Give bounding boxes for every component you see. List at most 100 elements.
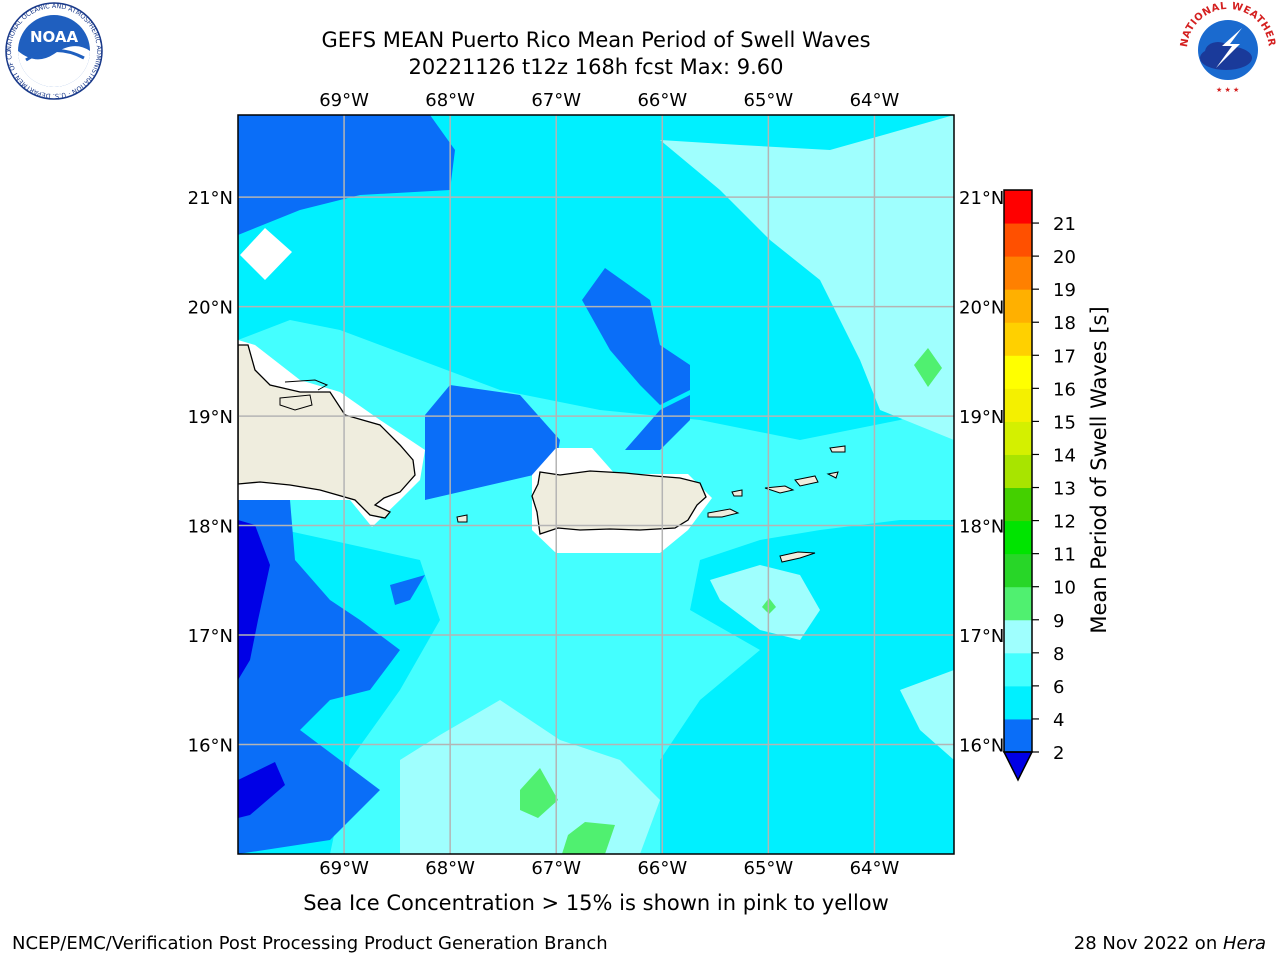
colorbar-segment bbox=[1004, 718, 1032, 753]
colorbar-segment bbox=[1004, 289, 1032, 323]
swell-field-below-2-south bbox=[238, 762, 285, 818]
latitude-labels-left: 21°N 20°N 19°N 18°N 17°N 16°N bbox=[188, 188, 233, 756]
land-tortuga bbox=[279, 394, 313, 411]
latitude-label-left: 21°N bbox=[188, 188, 233, 209]
swell-field-8-9-south bbox=[400, 700, 660, 854]
longitude-label-bottom: 69°W bbox=[319, 858, 369, 879]
colorbar-extend-arrow bbox=[1002, 751, 1034, 782]
footer-date-text: 28 Nov 2022 on bbox=[1073, 933, 1223, 954]
nws-logo: NATIONAL WEATHER SERVICE ★ ★ ★ bbox=[1178, 0, 1277, 98]
colorbar-segment bbox=[1004, 355, 1032, 389]
no-data-north bbox=[240, 228, 292, 280]
colorbar-tick-label: 10 bbox=[1053, 578, 1076, 599]
colorbar-segment bbox=[1004, 454, 1032, 489]
colorbar-segment bbox=[1004, 190, 1032, 224]
footer-credit: NCEP/EMC/Verification Post Processing Pr… bbox=[12, 933, 608, 954]
longitude-label-bottom: 65°W bbox=[744, 858, 794, 879]
colorbar-frame bbox=[1003, 189, 1033, 753]
island-vieques bbox=[707, 508, 740, 518]
longitude-label-top: 65°W bbox=[744, 90, 794, 111]
colorbar-tick-label: 15 bbox=[1053, 412, 1076, 433]
map-frame bbox=[237, 114, 955, 855]
swell-field-9-10-east bbox=[914, 348, 942, 387]
colorbar-segment bbox=[1004, 322, 1032, 356]
colorbar-tick-label: 17 bbox=[1053, 346, 1076, 367]
swell-field-2-4-southwest bbox=[238, 500, 400, 854]
longitude-labels-top: 69°W 68°W 67°W 66°W 65°W 64°W bbox=[319, 90, 899, 111]
colorbar-tick-label: 9 bbox=[1053, 611, 1064, 632]
latitude-label-left: 17°N bbox=[188, 626, 233, 647]
swell-field-9-10-south bbox=[520, 768, 558, 818]
colorbar-tick-label: 19 bbox=[1053, 280, 1076, 301]
land-gonave-coast bbox=[284, 379, 329, 391]
chart-title: GEFS MEAN Puerto Rico Mean Period of Swe… bbox=[321, 28, 871, 52]
colorbar-tick-label: 4 bbox=[1053, 710, 1064, 731]
colorbar: 2 4 6 8 9 10 11 12 13 14 15 16 17 18 19 20 21 bbox=[1002, 189, 1076, 782]
swell-field-2-4-mona bbox=[625, 395, 690, 450]
latitude-label-right: 20°N bbox=[959, 298, 1004, 319]
island-tortola bbox=[794, 475, 819, 487]
colorbar-tick-label: 11 bbox=[1053, 545, 1076, 566]
latitude-label-right: 21°N bbox=[959, 188, 1004, 209]
land-hispaniola bbox=[238, 344, 416, 519]
colorbar-segment bbox=[1004, 520, 1032, 555]
colorbar-segment bbox=[1004, 487, 1032, 522]
latitude-label-right: 16°N bbox=[959, 736, 1004, 757]
swell-field-2-4-northwest bbox=[238, 115, 455, 235]
longitude-label-bottom: 64°W bbox=[850, 858, 900, 879]
colorbar-tick-label: 6 bbox=[1053, 677, 1064, 698]
chart-subtitle: 20221126 t12z 168h fcst Max: 9.60 bbox=[408, 55, 784, 79]
footer-date: 28 Nov 2022 on Hera bbox=[1074, 933, 1266, 954]
colorbar-segment bbox=[1004, 388, 1032, 422]
colorbar-segment bbox=[1004, 586, 1032, 621]
longitude-label-bottom: 67°W bbox=[531, 858, 581, 879]
longitude-label-top: 68°W bbox=[425, 90, 475, 111]
colorbar-label: Mean Period of Swell Waves [s] bbox=[1087, 306, 1111, 633]
colorbar-tick-label: 18 bbox=[1053, 313, 1076, 334]
latitude-label-left: 16°N bbox=[188, 736, 233, 757]
island-sombrero bbox=[826, 471, 839, 479]
colorbar-segment bbox=[1004, 223, 1032, 257]
latitude-labels-right: 21°N 20°N 19°N 18°N 17°N 16°N bbox=[959, 188, 1004, 756]
map-caption: Sea Ice Concentration > 15% is shown in … bbox=[303, 891, 889, 915]
longitude-label-bottom: 68°W bbox=[425, 858, 475, 879]
longitude-label-top: 67°W bbox=[531, 90, 581, 111]
colorbar-tick-label: 12 bbox=[1053, 512, 1076, 533]
latitude-label-right: 18°N bbox=[959, 517, 1004, 538]
colorbar-tick-label: 14 bbox=[1053, 445, 1076, 466]
latitude-label-left: 18°N bbox=[188, 517, 233, 538]
longitude-labels-bottom: 69°W 68°W 67°W 66°W 65°W 64°W bbox=[319, 858, 899, 879]
island-virgin-islands bbox=[764, 485, 795, 494]
colorbar-segment bbox=[1004, 421, 1032, 455]
swell-field-2-4-central bbox=[425, 385, 560, 500]
longitude-label-bottom: 66°W bbox=[637, 858, 687, 879]
island-mona bbox=[456, 514, 468, 523]
colorbar-tick-label: 21 bbox=[1053, 214, 1076, 235]
noaa-logo-text: NOAA bbox=[30, 28, 79, 46]
colorbar-tick-label: 20 bbox=[1053, 247, 1076, 268]
longitude-label-top: 64°W bbox=[850, 90, 900, 111]
longitude-label-top: 66°W bbox=[637, 90, 687, 111]
colorbar-tick-label: 13 bbox=[1053, 479, 1076, 500]
island-culebra bbox=[731, 489, 743, 497]
colorbar-segment bbox=[1004, 256, 1032, 290]
island-st-croix bbox=[779, 551, 816, 563]
svg-text:★ ★ ★: ★ ★ ★ bbox=[1216, 86, 1239, 94]
swell-field-below-2-west bbox=[238, 520, 270, 680]
colorbar-segment bbox=[1004, 553, 1032, 588]
swell-field-2-4-patch bbox=[390, 575, 425, 605]
latitude-label-left: 20°N bbox=[188, 298, 233, 319]
colorbar-segment bbox=[1004, 652, 1032, 687]
colorbar-tick-label: 16 bbox=[1053, 379, 1076, 400]
swell-field-9-10-southeast bbox=[562, 822, 615, 854]
latitude-label-right: 19°N bbox=[959, 407, 1004, 428]
swell-field-8-9-southeast bbox=[710, 565, 820, 640]
land-puerto-rico bbox=[531, 470, 707, 535]
colorbar-segment bbox=[1004, 619, 1032, 654]
swell-field-8-9-east bbox=[660, 115, 954, 440]
island-anegada bbox=[829, 445, 846, 453]
colorbar-tick-label: 8 bbox=[1053, 644, 1064, 665]
latitude-label-right: 17°N bbox=[959, 626, 1004, 647]
map-plot-area bbox=[238, 115, 954, 854]
colorbar-tick-label: 2 bbox=[1053, 743, 1064, 764]
